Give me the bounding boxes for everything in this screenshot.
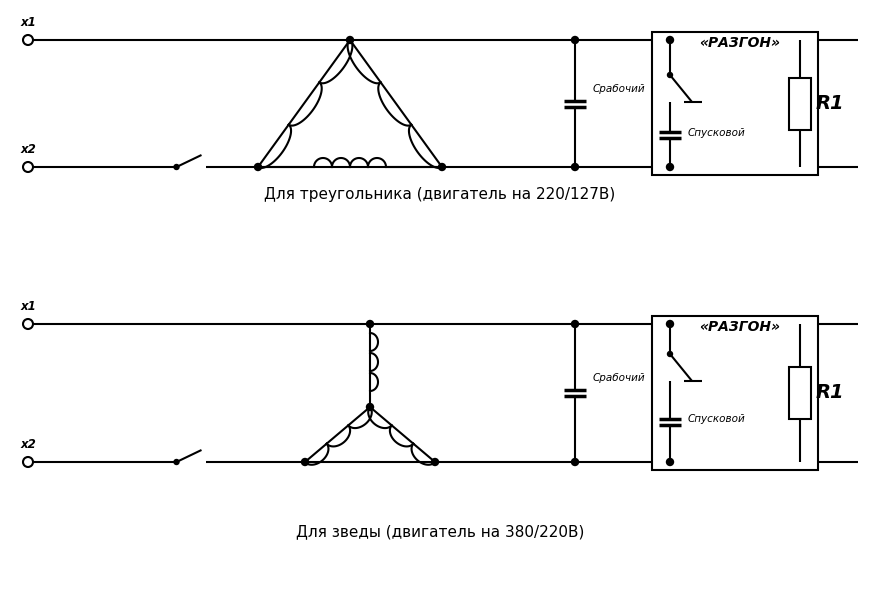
Circle shape — [174, 164, 179, 170]
Bar — [651, 316, 817, 470]
Circle shape — [666, 459, 673, 465]
Circle shape — [23, 319, 33, 329]
Circle shape — [571, 164, 578, 170]
Text: x2: x2 — [20, 438, 36, 451]
Circle shape — [301, 459, 308, 465]
Text: x2: x2 — [20, 143, 36, 156]
Circle shape — [255, 164, 261, 170]
Bar — [788, 78, 810, 129]
Circle shape — [666, 320, 673, 327]
Circle shape — [23, 35, 33, 45]
Circle shape — [571, 37, 578, 43]
Circle shape — [366, 403, 373, 411]
Text: Спусковой: Спусковой — [687, 415, 745, 424]
Circle shape — [174, 459, 179, 465]
Text: x1: x1 — [20, 300, 36, 313]
Text: R1: R1 — [815, 383, 844, 403]
Circle shape — [666, 352, 672, 356]
Circle shape — [431, 459, 438, 465]
Circle shape — [23, 457, 33, 467]
Circle shape — [23, 162, 33, 172]
Text: Для зведы (двигатель на 380/220В): Для зведы (двигатель на 380/220В) — [296, 524, 584, 539]
Text: R1: R1 — [815, 94, 844, 113]
Bar — [651, 32, 817, 175]
Bar — [788, 367, 810, 419]
Text: «РАЗГОН»: «РАЗГОН» — [699, 36, 780, 50]
Circle shape — [438, 164, 445, 170]
Circle shape — [346, 37, 353, 43]
Circle shape — [666, 37, 673, 43]
Text: Срабочий: Срабочий — [593, 84, 644, 93]
Text: Спусковой: Спусковой — [687, 128, 745, 137]
Circle shape — [366, 320, 373, 327]
Text: Для треугольника (двигатель на 220/127В): Для треугольника (двигатель на 220/127В) — [264, 187, 615, 202]
Text: Срабочий: Срабочий — [593, 373, 644, 383]
Circle shape — [666, 164, 673, 170]
Circle shape — [571, 459, 578, 465]
Text: «РАЗГОН»: «РАЗГОН» — [699, 320, 780, 334]
Circle shape — [666, 72, 672, 78]
Circle shape — [571, 320, 578, 327]
Text: x1: x1 — [20, 16, 36, 29]
